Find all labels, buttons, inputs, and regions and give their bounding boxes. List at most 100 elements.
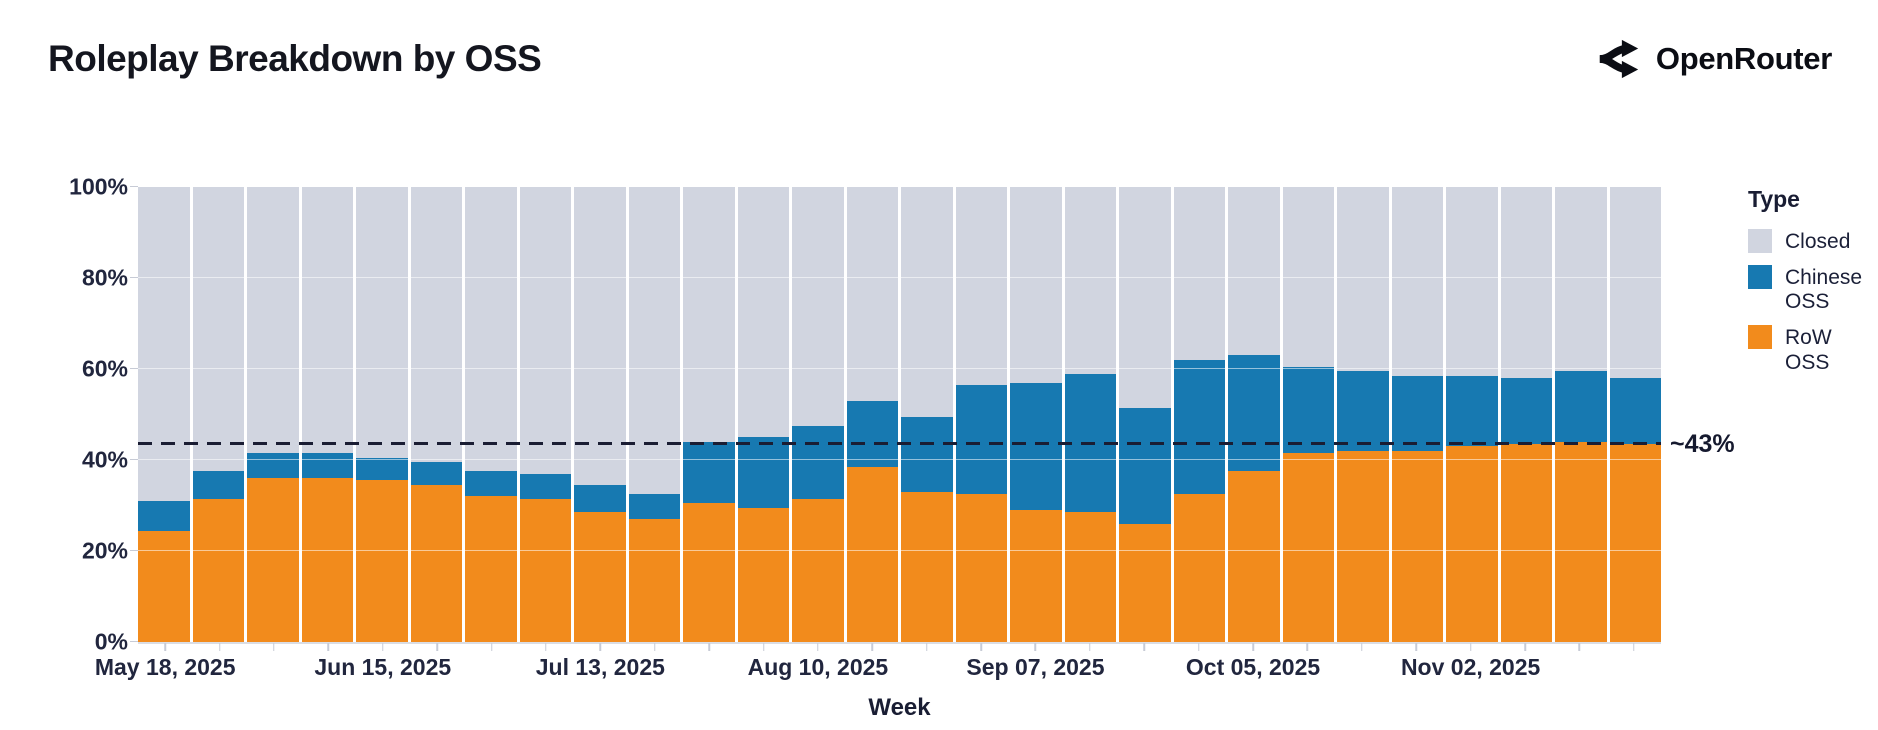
segment-chinese-oss	[1446, 375, 1498, 447]
legend-entry-row-oss: RoW OSS	[1748, 325, 1874, 374]
segment-closed	[1391, 187, 1443, 376]
x-tick-label: May 18, 2025	[94, 654, 236, 680]
legend-entries: Closed Chinese OSS RoW OSS	[1748, 229, 1874, 375]
bar-jun-29	[465, 187, 517, 642]
segment-chinese-oss	[683, 441, 735, 504]
segment-chinese-oss	[955, 384, 1007, 495]
bar-jul-06	[519, 187, 571, 642]
segment-closed	[846, 187, 898, 401]
bar-oct-05	[1228, 187, 1280, 642]
legend: Type Closed Chinese OSS RoW OSS	[1748, 186, 1874, 386]
x-tick-mark	[1089, 643, 1091, 651]
segment-row-oss	[1119, 523, 1171, 642]
segment-closed	[247, 187, 299, 454]
x-tick-mark	[1633, 643, 1635, 651]
segment-chinese-oss	[192, 471, 244, 499]
gridline-60	[138, 367, 1661, 369]
segment-chinese-oss	[1119, 407, 1171, 524]
brand-name: OpenRouter	[1655, 41, 1832, 76]
segment-closed	[1337, 187, 1389, 372]
bars	[138, 187, 1661, 642]
x-tick-mark	[1143, 643, 1146, 651]
bar-jun-08	[301, 187, 353, 642]
segment-closed	[1609, 187, 1661, 379]
x-tick-mark	[164, 643, 166, 651]
segment-row-oss	[465, 496, 517, 642]
segment-closed	[192, 187, 244, 472]
x-tick-mark	[871, 643, 874, 651]
bar-oct-26	[1391, 187, 1443, 642]
segment-closed	[410, 187, 462, 463]
x-tick-mark	[273, 643, 275, 651]
x-tick-mark	[545, 643, 547, 651]
segment-closed	[519, 187, 571, 474]
bar-sep-14	[1064, 187, 1116, 642]
segment-row-oss	[628, 519, 680, 642]
legend-swatch	[1748, 325, 1772, 350]
bar-jun-22	[410, 187, 462, 642]
x-axis-labels: May 18, 2025 Jun 15, 2025 Jul 13, 2025 Aug …	[95, 652, 1661, 682]
segment-row-oss	[301, 478, 353, 642]
legend-swatch	[1748, 229, 1772, 253]
segment-chinese-oss	[301, 453, 353, 479]
bar-aug-24	[901, 187, 953, 642]
segment-closed	[628, 187, 680, 495]
bar-jun-15	[356, 187, 408, 642]
segment-closed	[792, 187, 844, 426]
segment-row-oss	[1337, 450, 1389, 642]
x-tick-mark	[1469, 643, 1472, 651]
x-tick-mark	[980, 643, 982, 651]
x-tick-mark	[218, 643, 221, 651]
segment-chinese-oss	[1173, 359, 1225, 495]
y-tick-label: 0%	[94, 628, 128, 655]
y-tick-label: 40%	[81, 446, 128, 473]
x-tick-mark	[436, 643, 438, 651]
x-tick-label: Aug 10, 2025	[747, 654, 889, 680]
bar-aug-17	[846, 187, 898, 642]
segment-chinese-oss	[1500, 378, 1552, 445]
x-tick-mark	[708, 643, 710, 651]
segment-chinese-oss	[1391, 375, 1443, 451]
segment-chinese-oss	[1337, 371, 1389, 451]
bar-sep-07	[1010, 187, 1062, 642]
x-tick-mark	[490, 643, 493, 651]
segment-closed	[574, 187, 626, 486]
legend-swatch	[1748, 265, 1772, 290]
x-tick-mark	[382, 643, 384, 651]
segment-chinese-oss	[574, 485, 626, 513]
bar-aug-10	[792, 187, 844, 642]
gridline-40	[138, 458, 1661, 460]
segment-closed	[901, 187, 953, 417]
reference-line	[138, 442, 1661, 445]
segment-closed	[737, 187, 789, 438]
bar-sep-21	[1119, 187, 1171, 642]
legend-label: Chinese OSS	[1785, 266, 1863, 314]
segment-closed	[1228, 187, 1280, 356]
bar-may-18	[138, 187, 190, 642]
openrouter-logo-icon	[1596, 36, 1642, 82]
segment-chinese-oss	[792, 425, 844, 499]
segment-row-oss	[1391, 450, 1443, 642]
segment-row-oss	[247, 478, 299, 642]
segment-chinese-oss	[519, 473, 571, 499]
segment-closed	[1173, 187, 1225, 360]
x-axis-title: Week	[868, 694, 931, 721]
segment-row-oss	[192, 498, 244, 642]
segment-chinese-oss	[737, 437, 789, 508]
segment-chinese-oss	[1010, 382, 1062, 511]
x-tick-mark	[1252, 643, 1254, 651]
bar-oct-19	[1337, 187, 1389, 642]
segment-closed	[1555, 187, 1607, 372]
segment-chinese-oss	[1282, 366, 1334, 454]
plot-area	[138, 187, 1661, 644]
segment-row-oss	[1282, 453, 1334, 642]
x-tick-mark	[1197, 643, 1200, 651]
y-tick-mark	[130, 458, 138, 460]
bar-may-25	[192, 187, 244, 642]
segment-row-oss	[1446, 446, 1498, 642]
segment-chinese-oss	[1228, 355, 1280, 472]
segment-closed	[1446, 187, 1498, 376]
x-tick-mark	[327, 643, 330, 651]
bar-jun-01	[247, 187, 299, 642]
x-tick-mark	[1524, 643, 1526, 651]
